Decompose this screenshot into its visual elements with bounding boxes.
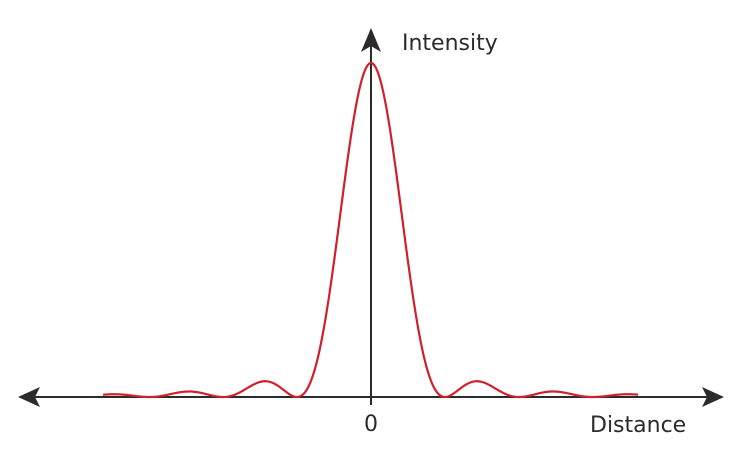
x-axis-arrow-left [18, 387, 40, 407]
origin-label: 0 [364, 412, 378, 437]
y-axis-label: Intensity [402, 31, 498, 56]
intensity-curve [102, 61, 639, 399]
x-axis-label: Distance [590, 413, 686, 438]
y-axis-arrow [361, 28, 381, 52]
x-axis-arrow-right [702, 387, 724, 407]
